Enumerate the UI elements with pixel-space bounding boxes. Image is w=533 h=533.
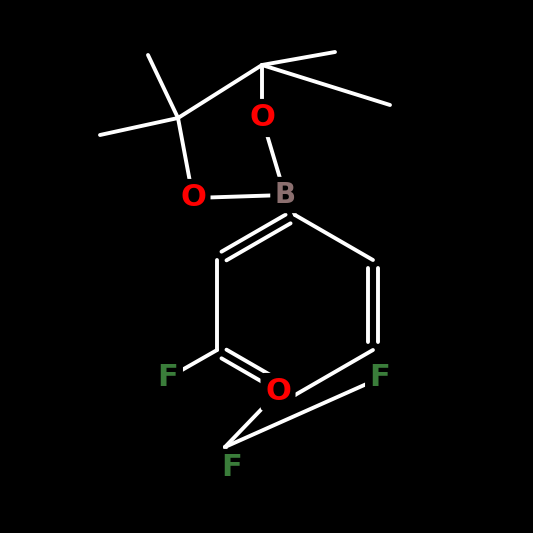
Text: O: O: [265, 377, 291, 407]
Text: F: F: [369, 364, 390, 392]
Text: B: B: [274, 181, 296, 209]
Text: O: O: [249, 103, 275, 133]
Text: F: F: [222, 454, 243, 482]
Text: O: O: [180, 183, 206, 213]
Text: F: F: [158, 364, 179, 392]
